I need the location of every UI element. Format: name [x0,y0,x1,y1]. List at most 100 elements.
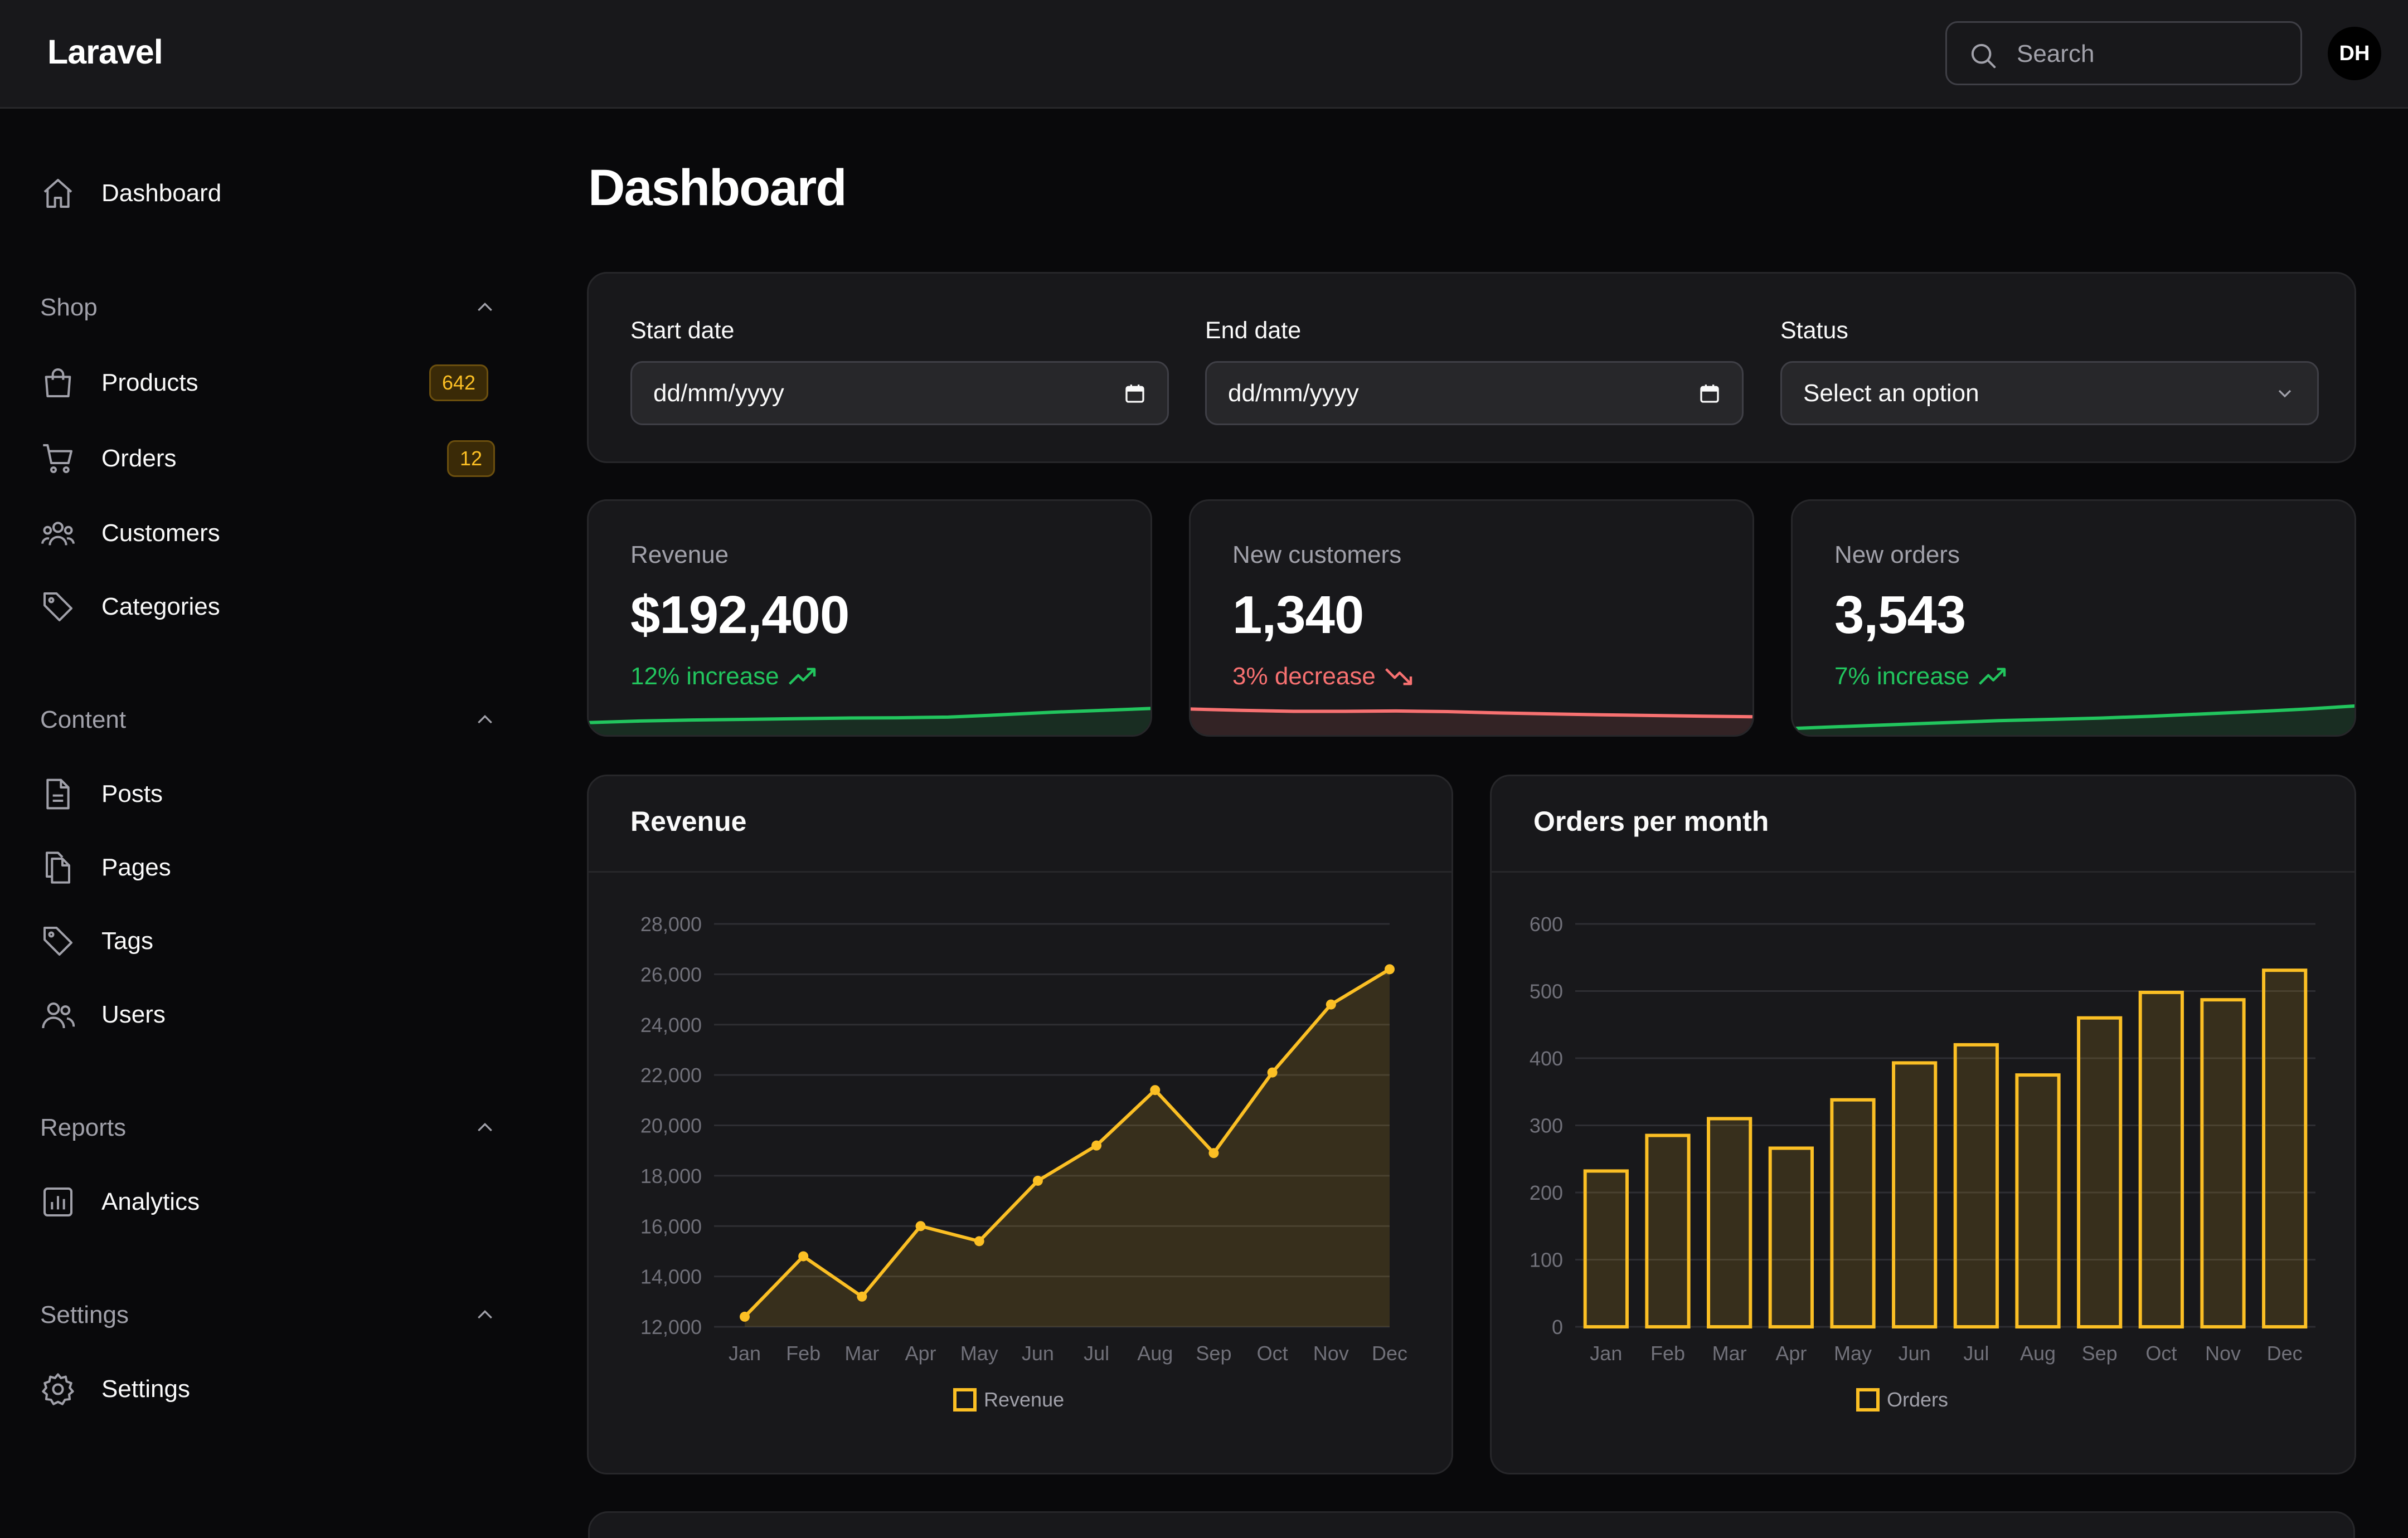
end-date-value: dd/mm/yyyy [1228,379,1359,407]
x-tick-label: Jan [729,1342,761,1365]
y-tick-label: 12,000 [640,1316,702,1339]
sparkline-line [1793,704,2354,731]
sidebar-item-label: Products [101,369,198,396]
x-tick-label: Oct [2145,1342,2177,1365]
sidebar-group-reports[interactable]: Reports [40,1106,496,1150]
sidebar-item-pages[interactable]: Pages [40,843,171,893]
y-tick-label: 300 [1530,1114,1563,1137]
users-group-icon [40,514,79,553]
sidebar-item-categories[interactable]: Categories [40,582,220,632]
search-input[interactable] [2017,33,2284,75]
calendar-icon[interactable] [1124,382,1146,405]
x-tick-label: Mar [844,1342,879,1365]
data-point[interactable] [798,1251,809,1262]
tag-icon [40,587,79,626]
x-tick-label: Feb [1650,1342,1685,1365]
bottom-card [588,1511,2355,1538]
y-tick-label: 600 [1530,913,1563,936]
bar[interactable] [2138,990,2184,1329]
data-point[interactable] [915,1221,926,1232]
sidebar-item-label: Orders [101,445,177,472]
status-select[interactable]: Select an option [1780,361,2319,425]
x-tick-label: Jun [1899,1342,1931,1365]
sidebar-item-label: Categories [101,593,220,620]
filter-card: Start date dd/mm/yyyy End date dd/mm/yyy… [587,272,2356,463]
bar[interactable] [2015,1073,2061,1328]
bar[interactable] [1830,1098,1876,1328]
bar[interactable] [1645,1133,1691,1328]
x-tick-label: Dec [2267,1342,2303,1365]
shopping-bag-icon [40,363,79,402]
sidebar-group-settings[interactable]: Settings [40,1293,496,1337]
bar[interactable] [1707,1117,1752,1328]
divider [1492,871,2354,873]
sparkline-area [1793,705,2354,735]
sidebar-item-posts[interactable]: Posts [40,769,163,819]
bar[interactable] [1953,1043,1999,1328]
sidebar-item-analytics[interactable]: Analytics [40,1177,200,1227]
end-date-field[interactable]: dd/mm/yyyy [1205,361,1744,425]
trend-up-icon [1979,668,2006,685]
stat-card-new-customers: New customers 1,340 3% decrease [1189,499,1754,737]
stat-change: 7% increase [1834,663,2008,690]
data-point[interactable] [974,1236,984,1247]
sidebar-item-orders[interactable]: Orders [40,434,176,484]
calendar-icon[interactable] [1698,382,1721,405]
data-point[interactable] [1032,1175,1043,1186]
sidebar-item-label: Tags [101,927,153,955]
bar[interactable] [2077,1016,2123,1328]
x-tick-label: Jul [1084,1342,1109,1365]
bar[interactable] [1768,1146,1814,1328]
y-tick-label: 18,000 [640,1165,702,1187]
x-tick-label: Mar [1712,1342,1747,1365]
chevron-up-icon [478,1122,492,1132]
sidebar-item-users[interactable]: Users [40,990,166,1040]
y-tick-label: 20,000 [640,1114,702,1137]
sidebar-item-products[interactable]: Products [40,358,198,408]
orders-chart-card: Orders per month 0 100 200 300 400 500 600 Jan F… [1490,775,2356,1474]
data-point[interactable] [1091,1140,1102,1151]
data-point[interactable] [1267,1067,1278,1078]
bar[interactable] [2200,998,2246,1329]
chart-title: Revenue [630,806,747,837]
sidebar-item-customers[interactable]: Customers [40,508,220,558]
page-title: Dashboard [588,159,847,216]
sidebar-group-shop[interactable]: Shop [40,285,496,330]
stat-label: New customers [1232,541,1402,568]
bar[interactable] [1583,1169,1629,1328]
data-point[interactable] [1150,1085,1161,1096]
y-tick-label: 24,000 [640,1014,702,1036]
data-point[interactable] [1385,964,1395,975]
document-icon [40,775,79,814]
x-tick-label: Dec [1372,1342,1407,1365]
avatar[interactable]: DH [2328,27,2381,80]
bar[interactable] [1892,1061,1938,1328]
brand-logo[interactable]: Laravel [47,33,163,71]
data-point[interactable] [1326,999,1336,1010]
sidebar-group-label: Shop [40,294,98,321]
bar[interactable] [2262,968,2308,1328]
sidebar-item-settings[interactable]: Settings [40,1364,190,1414]
x-tick-label: Aug [1137,1342,1173,1365]
search-box[interactable] [1945,21,2302,85]
sidebar-group-content[interactable]: Content [40,698,496,742]
stat-value: 3,543 [1834,585,1966,645]
legend-item[interactable]: Orders [1856,1388,1948,1412]
sparkline-new-orders [1793,704,2354,735]
stat-change-text: 3% decrease [1232,663,1376,690]
x-tick-label: May [960,1342,998,1365]
data-point[interactable] [1208,1148,1219,1159]
stat-card-revenue: Revenue $192,400 12% increase [587,499,1152,737]
sidebar-item-tags[interactable]: Tags [40,916,153,966]
start-date-field[interactable]: dd/mm/yyyy [630,361,1169,425]
stat-change: 12% increase [630,663,818,690]
sidebar-item-dashboard[interactable]: Dashboard [40,168,221,218]
data-point[interactable] [740,1311,750,1322]
x-tick-label: Apr [1775,1342,1807,1365]
sidebar-item-label: Dashboard [101,179,222,207]
sidebar-item-label: Customers [101,519,220,547]
data-point[interactable] [857,1291,867,1302]
legend-item[interactable]: Revenue [953,1388,1064,1412]
x-tick-label: Oct [1257,1342,1288,1365]
series-line [743,967,1391,1318]
